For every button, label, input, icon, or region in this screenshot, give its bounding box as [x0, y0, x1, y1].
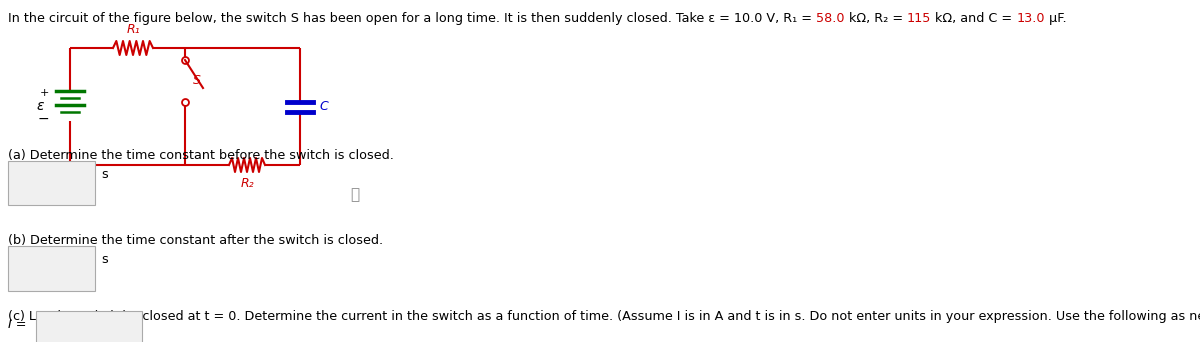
- Text: (c) Let the switch be closed at t = 0. Determine the current in the switch as a : (c) Let the switch be closed at t = 0. D…: [8, 310, 1200, 323]
- Text: +: +: [40, 88, 49, 97]
- Text: kΩ, and C =: kΩ, and C =: [931, 12, 1016, 25]
- Text: 13.0: 13.0: [1016, 12, 1045, 25]
- Text: µF.: µF.: [1045, 12, 1067, 25]
- Text: (a) Determine the time constant before the switch is closed.: (a) Determine the time constant before t…: [8, 149, 395, 162]
- Text: kΩ, R₂ =: kΩ, R₂ =: [845, 12, 907, 25]
- Text: 58.0: 58.0: [816, 12, 845, 25]
- Text: I =: I =: [8, 318, 26, 331]
- Text: 115: 115: [907, 12, 931, 25]
- Text: ε: ε: [36, 100, 43, 114]
- Text: s: s: [101, 253, 108, 266]
- Text: s: s: [101, 168, 108, 181]
- Text: R₂: R₂: [240, 177, 254, 190]
- Text: In the circuit of the figure below, the switch S has been open for a long time. : In the circuit of the figure below, the …: [8, 12, 816, 25]
- Text: −: −: [37, 111, 49, 126]
- Text: R₁: R₁: [126, 23, 140, 36]
- Text: ⓘ: ⓘ: [350, 187, 360, 202]
- Text: (b) Determine the time constant after the switch is closed.: (b) Determine the time constant after th…: [8, 234, 384, 247]
- Text: C: C: [319, 100, 328, 113]
- Text: S: S: [193, 75, 200, 88]
